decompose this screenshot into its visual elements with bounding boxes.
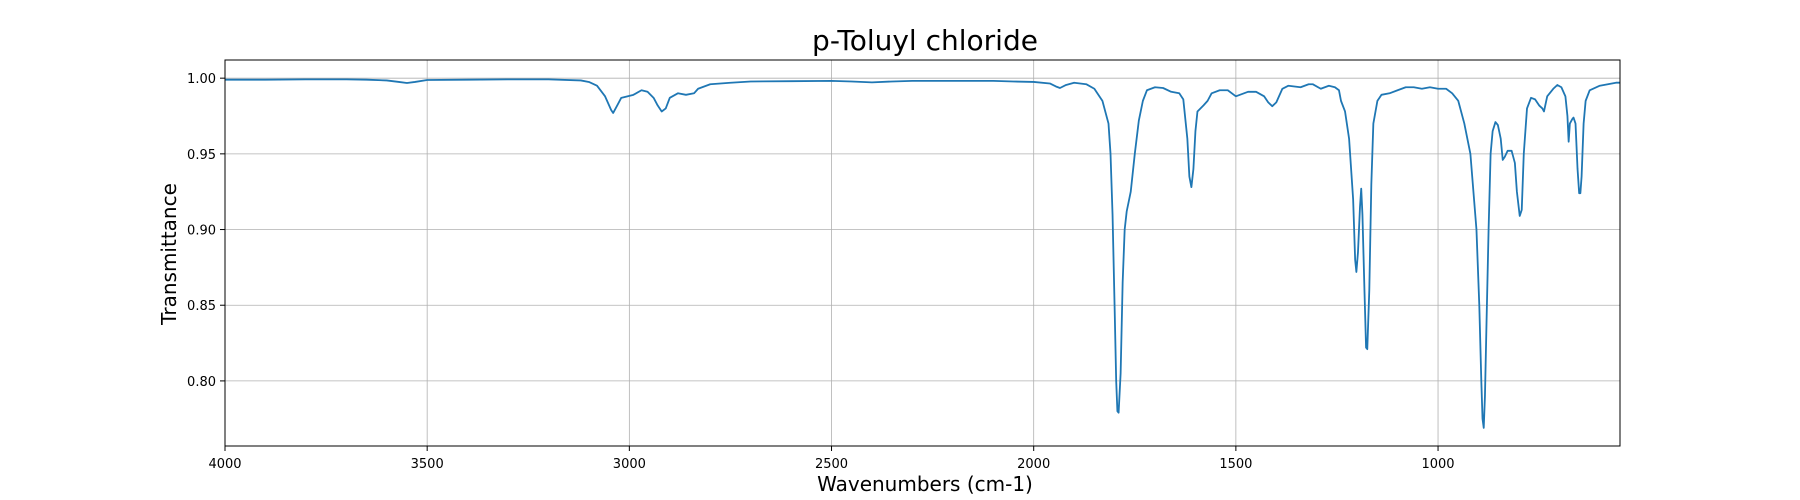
x-tick-label: 2500	[815, 457, 848, 472]
y-tick-label: 1.00	[187, 72, 216, 87]
x-tick-label: 1000	[1421, 457, 1454, 472]
axis-ticks: 4000 3500 3000 2500 2000 1500 1000 0.80 0.85 0.90…	[187, 72, 1455, 472]
series-line	[225, 78, 1620, 429]
grid	[224, 60, 1620, 446]
x-tick-label: 2000	[1017, 457, 1050, 472]
x-axis-label: Wavenumbers (cm-1)	[817, 472, 1033, 496]
y-tick-label: 0.85	[187, 299, 216, 314]
plot-frame	[224, 59, 1621, 447]
chart-title: p-Toluyl chloride	[812, 24, 1038, 57]
x-tick-label: 1500	[1219, 457, 1252, 472]
y-axis-label: Transmittance	[157, 183, 181, 326]
series-layer	[225, 78, 1620, 429]
x-tick-label: 3500	[411, 457, 444, 472]
y-tick-label: 0.90	[187, 224, 216, 239]
x-tick-label: 4000	[208, 457, 241, 472]
x-tick-label: 3000	[613, 457, 646, 472]
y-tick-label: 0.95	[187, 148, 216, 163]
y-tick-label: 0.80	[187, 375, 216, 390]
